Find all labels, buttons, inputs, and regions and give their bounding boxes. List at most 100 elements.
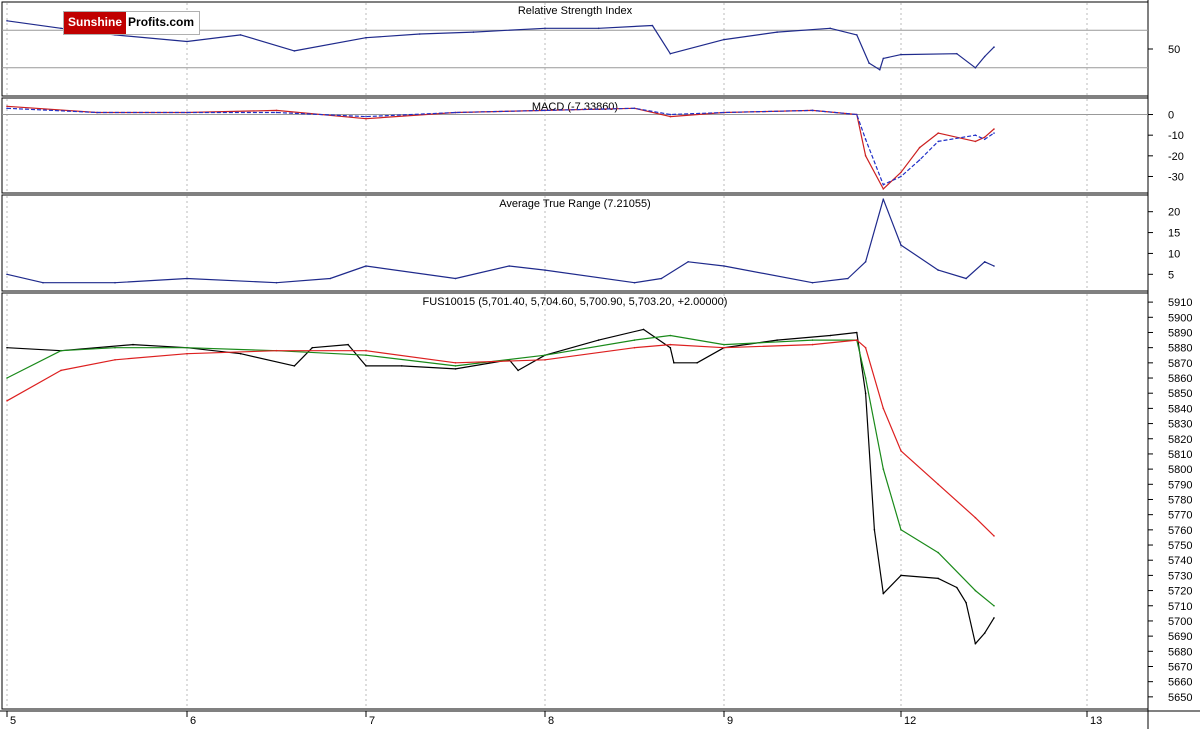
data-point bbox=[868, 62, 870, 64]
data-point bbox=[882, 407, 885, 410]
logo-part1: Sunshine bbox=[64, 12, 127, 34]
data-point bbox=[60, 369, 62, 372]
data-point bbox=[993, 617, 995, 619]
data-point bbox=[983, 136, 986, 138]
data-point bbox=[651, 24, 654, 27]
y-tick-label: 20 bbox=[1168, 207, 1180, 219]
data-point bbox=[993, 535, 995, 537]
data-point bbox=[983, 261, 986, 263]
x-tick-label: 7 bbox=[369, 715, 375, 727]
data-point bbox=[974, 67, 977, 69]
data-point bbox=[993, 132, 995, 134]
data-point bbox=[418, 33, 421, 35]
data-point bbox=[696, 362, 698, 364]
data-point bbox=[186, 277, 188, 280]
data-point bbox=[993, 128, 995, 130]
data-point bbox=[454, 365, 457, 367]
data-point bbox=[365, 265, 367, 267]
data-point bbox=[965, 277, 967, 280]
data-point bbox=[673, 362, 675, 364]
y-tick-label: 5820 bbox=[1168, 434, 1192, 446]
data-point bbox=[956, 52, 958, 55]
y-tick-label: 5830 bbox=[1168, 419, 1192, 431]
data-point bbox=[882, 468, 885, 470]
data-point bbox=[401, 365, 403, 367]
y-tick-label: 0 bbox=[1168, 110, 1174, 122]
data-point bbox=[776, 31, 778, 33]
x-tick-label: 12 bbox=[904, 715, 916, 727]
data-point bbox=[993, 46, 995, 48]
data-point bbox=[882, 183, 885, 186]
data-point bbox=[60, 27, 62, 30]
data-point bbox=[293, 365, 296, 367]
x-tick-label: 6 bbox=[190, 715, 196, 727]
data-point bbox=[132, 343, 134, 346]
data-point bbox=[544, 354, 546, 357]
data-point bbox=[365, 354, 367, 357]
data-point bbox=[856, 331, 858, 334]
data-point bbox=[669, 343, 672, 346]
y-tick-label: 5750 bbox=[1168, 540, 1192, 552]
data-point bbox=[983, 632, 986, 634]
data-point bbox=[642, 328, 645, 331]
data-point bbox=[454, 111, 457, 114]
data-point bbox=[829, 334, 831, 337]
data-point bbox=[311, 346, 314, 349]
y-tick-label: 5710 bbox=[1168, 601, 1192, 613]
data-point bbox=[669, 113, 672, 116]
logo-part2: Profits.com bbox=[128, 15, 195, 29]
data-point bbox=[633, 107, 636, 110]
data-point bbox=[811, 281, 814, 284]
y-tick-label: 10 bbox=[1168, 248, 1180, 260]
data-point bbox=[882, 198, 885, 200]
data-point bbox=[114, 346, 116, 349]
data-point bbox=[6, 346, 8, 349]
y-tick-label: 5800 bbox=[1168, 464, 1192, 476]
data-point bbox=[937, 577, 939, 580]
x-tick-label: 13 bbox=[1090, 715, 1102, 727]
data-point bbox=[454, 277, 457, 280]
data-point bbox=[687, 261, 689, 263]
data-point bbox=[937, 269, 939, 271]
y-tick-label: 5870 bbox=[1168, 358, 1192, 370]
y-tick-label: 50 bbox=[1168, 44, 1180, 56]
data-point bbox=[114, 359, 116, 361]
y-tick-label: 5660 bbox=[1168, 677, 1192, 689]
data-point bbox=[544, 27, 546, 30]
data-point bbox=[365, 36, 367, 39]
data-point bbox=[275, 349, 278, 352]
data-point bbox=[633, 346, 636, 349]
data-point bbox=[669, 334, 672, 337]
y-tick-label: 5910 bbox=[1168, 297, 1192, 309]
y-tick-label: 5840 bbox=[1168, 403, 1192, 415]
y-tick-label: 5670 bbox=[1168, 661, 1192, 673]
data-point bbox=[186, 111, 188, 114]
data-point bbox=[974, 589, 977, 592]
data-point bbox=[6, 400, 8, 402]
data-point bbox=[918, 146, 921, 149]
data-point bbox=[365, 365, 367, 367]
data-point bbox=[864, 138, 867, 141]
data-point bbox=[900, 244, 902, 246]
data-point bbox=[6, 20, 8, 22]
data-point bbox=[544, 109, 546, 112]
data-point bbox=[544, 269, 546, 271]
data-point bbox=[723, 346, 725, 349]
data-point bbox=[723, 343, 725, 346]
y-tick-label: 5790 bbox=[1168, 479, 1192, 491]
y-tick-label: 5690 bbox=[1168, 631, 1192, 643]
y-tick-label: 5770 bbox=[1168, 510, 1192, 522]
data-point bbox=[42, 281, 44, 284]
y-tick-label: 5650 bbox=[1168, 692, 1192, 704]
data-point bbox=[864, 346, 867, 349]
data-point bbox=[856, 339, 858, 341]
y-tick-label: 5850 bbox=[1168, 388, 1192, 400]
data-point bbox=[882, 188, 885, 190]
data-point bbox=[186, 40, 188, 43]
data-point bbox=[937, 551, 939, 554]
data-point bbox=[365, 115, 367, 118]
data-point bbox=[879, 68, 881, 71]
data-point bbox=[633, 281, 636, 284]
data-point bbox=[275, 281, 278, 284]
y-tick-label: 5810 bbox=[1168, 449, 1192, 461]
